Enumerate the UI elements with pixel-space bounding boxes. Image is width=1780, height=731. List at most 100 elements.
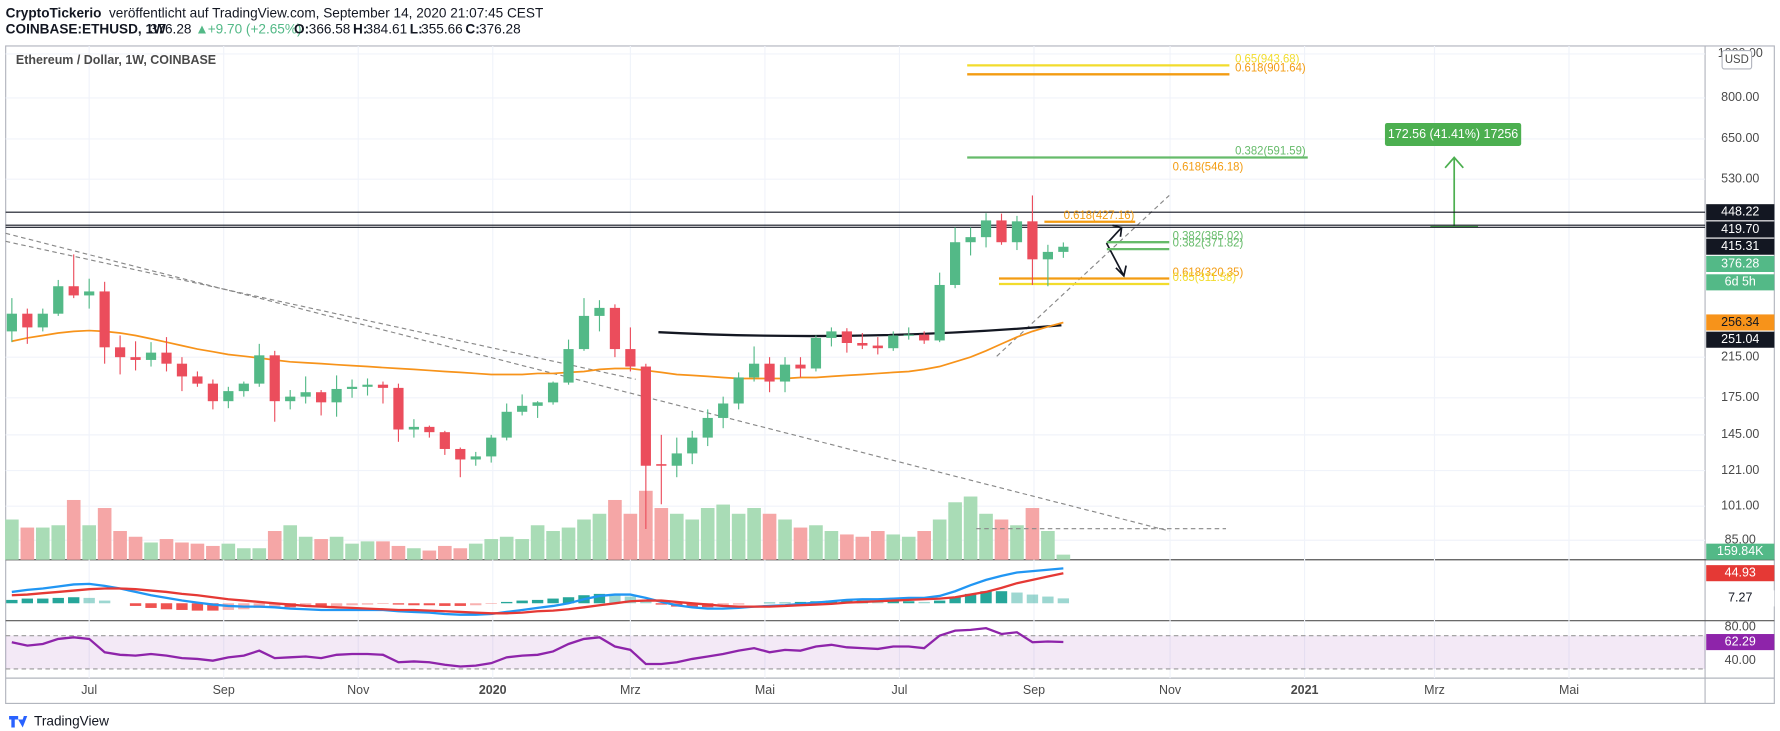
candle-body (130, 357, 141, 360)
ohlc-label: L: (410, 21, 423, 36)
y-tick-label: 85.00 (1725, 533, 1756, 547)
volume-bar (360, 541, 375, 560)
volume-bar (994, 519, 1009, 560)
candle-body (346, 386, 358, 389)
candle-body (408, 426, 420, 430)
candle-body (114, 347, 126, 358)
fib-label: 0.65(943.68) (1235, 54, 1299, 66)
currency-box[interactable] (1721, 49, 1753, 70)
volume-bar (407, 548, 421, 560)
volume-bar (592, 513, 607, 560)
macd-histogram (547, 598, 559, 604)
volume-bar (329, 536, 344, 560)
candle-body (192, 376, 203, 384)
rsi-tick-label: 80.00 (1725, 620, 1756, 634)
candle-body (455, 448, 466, 460)
volume-bar (530, 525, 545, 560)
price-pane (6, 195, 1069, 529)
candle-body (254, 355, 265, 384)
price-badges: 448.22 419.70 415.31 376.28 6d 5h 256.34 251.0… (1706, 204, 1775, 651)
macd-histogram (640, 600, 652, 604)
candle-body (300, 392, 311, 397)
measure-label: 172.56 (41.41%) 17256 (1388, 127, 1518, 141)
volume-bar (20, 527, 35, 560)
candle-body (748, 363, 760, 378)
candle-body (331, 388, 342, 403)
macd-histogram (21, 598, 34, 604)
candle-body (285, 396, 296, 402)
macd-histogram (995, 591, 1008, 604)
macd-histogram (655, 603, 667, 605)
price-badge (1706, 331, 1775, 348)
candle-body (810, 337, 822, 369)
candle-body (996, 220, 1007, 243)
macd-histogram (686, 603, 698, 608)
candle-body (547, 382, 559, 403)
macd-histogram (470, 603, 482, 606)
volume-bar (731, 513, 746, 560)
macd-histogram (129, 603, 142, 606)
candle-body (888, 335, 899, 349)
candle-body (501, 411, 512, 438)
candle-body (656, 464, 667, 466)
volume-bar (855, 536, 870, 560)
macd-histogram (6, 599, 18, 604)
indicator-panes: 80.00 40.00 (5, 567, 1756, 670)
macd-histogram (964, 593, 977, 604)
x-tick-label: Mai (755, 683, 775, 697)
fib-label: 0.382(591.59) (1235, 146, 1306, 158)
candle-body (625, 349, 636, 367)
macd-histogram (346, 603, 358, 606)
macd-histogram (903, 601, 915, 604)
macd-histogram (717, 603, 729, 606)
volume-bar (252, 548, 267, 560)
price-badge-label: 62.29 (1725, 634, 1756, 648)
candle-body (269, 355, 280, 402)
rsi-tick-label: 40.00 (1725, 653, 1756, 667)
macd-histogram (593, 593, 606, 604)
volume-bar (5, 519, 19, 560)
volume-bar (35, 527, 50, 560)
volume-bar (144, 542, 158, 560)
candle-body (563, 349, 574, 383)
candle-body (84, 291, 95, 296)
volume-bar (468, 543, 483, 560)
macd-histogram (1026, 594, 1039, 604)
y-tick-label: 145.00 (1721, 427, 1759, 441)
macd-line (11, 567, 1064, 616)
volume-bar (484, 539, 499, 560)
candle-body (161, 352, 172, 364)
x-tick-label: 2020 (479, 683, 507, 697)
candle-body (965, 237, 976, 243)
candle-body (517, 405, 528, 412)
macd-histogram (160, 603, 173, 610)
macd-histogram (68, 597, 80, 604)
candle-body (702, 417, 713, 438)
fib-label: 0.618(901.64) (1235, 63, 1306, 75)
macd-histogram (887, 601, 899, 604)
candle-body (671, 453, 682, 466)
macd-histogram (176, 603, 188, 610)
candle-body (640, 366, 651, 466)
macd-histogram (392, 603, 405, 605)
y-tick-label: 101.00 (1721, 498, 1759, 512)
volume-bar (886, 534, 901, 560)
volume-bar (747, 508, 761, 560)
candle-body (145, 352, 157, 360)
volume-bar (175, 542, 189, 560)
author: CryptoTickerio (6, 5, 102, 20)
macd-histogram (52, 597, 64, 604)
price-badge-label: 448.22 (1721, 204, 1759, 218)
volume-bar (267, 531, 282, 560)
volume-bar (762, 513, 777, 560)
signal-line (11, 572, 1064, 615)
candle-body (238, 383, 249, 392)
volume-bar (221, 543, 236, 560)
candle-body (594, 307, 605, 316)
price-badge-label: 419.70 (1721, 222, 1759, 236)
price-badge (1706, 204, 1775, 221)
x-tick-label: Jul (891, 683, 907, 697)
candle-body (779, 364, 791, 382)
x-tick-label: Mai (1559, 683, 1579, 697)
